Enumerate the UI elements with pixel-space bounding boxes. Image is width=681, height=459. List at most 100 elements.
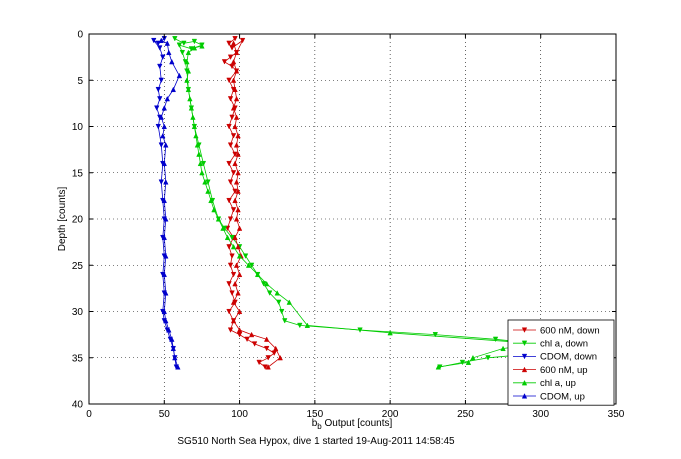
data-point <box>226 40 232 47</box>
data-point <box>236 308 243 315</box>
data-point <box>273 345 279 352</box>
series-group <box>151 36 574 370</box>
data-point <box>230 40 237 46</box>
data-point <box>163 179 169 185</box>
y-tick-label: 0 <box>77 30 83 41</box>
data-point <box>235 188 241 194</box>
data-point <box>263 280 270 287</box>
x-tick-label: 200 <box>382 409 399 420</box>
series-3 <box>230 40 283 370</box>
data-point <box>233 114 240 120</box>
data-point <box>485 355 491 361</box>
data-point <box>185 49 192 56</box>
data-point <box>276 299 282 306</box>
data-point <box>208 197 214 204</box>
data-point <box>262 364 268 370</box>
data-point <box>226 308 232 315</box>
data-point <box>233 179 240 185</box>
data-point <box>232 234 238 241</box>
data-point <box>155 123 161 130</box>
data-point <box>239 37 246 44</box>
y-tick-label: 35 <box>72 353 84 364</box>
data-point <box>277 354 283 361</box>
legend-item: chl a, up <box>513 378 576 389</box>
legend-item: chl a, down <box>513 339 588 350</box>
data-point <box>230 133 237 139</box>
legend-item: 600 nM, up <box>513 365 588 376</box>
data-point <box>185 86 192 93</box>
data-point <box>224 234 231 241</box>
data-point <box>191 123 198 130</box>
data-point <box>160 54 166 60</box>
x-axis-label-rest: Output [counts] <box>322 418 393 429</box>
data-point <box>172 354 178 361</box>
legend-marker <box>521 353 528 360</box>
data-point <box>230 299 237 305</box>
legend-marker <box>521 366 528 373</box>
data-point <box>163 142 169 148</box>
data-point <box>256 359 262 366</box>
data-point <box>164 40 171 46</box>
data-point <box>235 290 241 296</box>
data-point <box>465 359 472 365</box>
data-point <box>227 327 234 333</box>
data-point <box>227 142 234 148</box>
series-5 <box>158 37 183 370</box>
data-point <box>229 290 235 296</box>
data-point <box>200 160 207 167</box>
data-point <box>254 271 261 278</box>
y-tick-label: 10 <box>72 122 84 133</box>
data-point <box>161 197 167 204</box>
data-point <box>226 281 232 287</box>
data-point <box>179 49 186 56</box>
data-point <box>205 188 211 194</box>
data-point <box>235 132 241 139</box>
legend-label: CDOM, up <box>540 391 585 402</box>
data-point <box>248 331 255 338</box>
data-point <box>161 123 167 130</box>
data-point <box>235 243 241 250</box>
data-point <box>233 142 240 148</box>
data-point <box>232 188 238 195</box>
data-point <box>236 327 243 333</box>
y-tick-label: 5 <box>77 76 83 87</box>
data-point <box>227 54 234 60</box>
data-point <box>166 49 172 56</box>
data-point <box>233 68 240 74</box>
x-tick-label: 0 <box>86 409 92 420</box>
data-point <box>196 151 202 157</box>
legend-box <box>507 319 615 406</box>
data-point <box>163 216 169 222</box>
legend-marker <box>521 393 528 399</box>
legend: 600 nM, down chl a, down CDOM, down 600 nM,… <box>507 319 615 406</box>
x-tick-label: 150 <box>307 409 324 420</box>
data-point <box>157 45 163 51</box>
legend-label: chl a, up <box>540 378 576 389</box>
data-point <box>166 327 172 333</box>
data-point <box>188 105 195 111</box>
data-point <box>160 132 166 139</box>
x-tick-label: 300 <box>532 409 549 420</box>
data-point <box>172 36 178 42</box>
y-tick-label: 30 <box>72 307 84 318</box>
data-point <box>245 262 252 268</box>
data-point <box>220 225 226 231</box>
data-point <box>230 58 237 65</box>
data-point <box>199 169 205 176</box>
data-point <box>155 86 161 93</box>
data-point <box>232 36 238 42</box>
data-point <box>274 290 280 296</box>
data-point <box>157 96 163 102</box>
data-point <box>226 123 232 130</box>
data-point <box>230 243 237 250</box>
legend-label: 600 nM, down <box>540 325 600 336</box>
data-point <box>233 262 240 268</box>
data-point <box>279 308 285 315</box>
data-point <box>161 271 167 278</box>
data-point <box>232 160 238 167</box>
data-point <box>232 123 238 130</box>
data-point <box>229 253 235 259</box>
data-point <box>190 114 196 120</box>
data-point <box>230 207 237 213</box>
data-point <box>221 59 228 65</box>
